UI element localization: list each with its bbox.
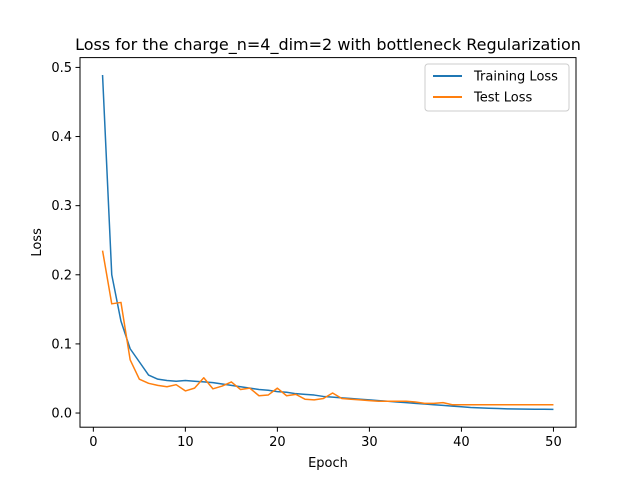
x-tick-label: 50 bbox=[545, 435, 562, 450]
legend: Training Loss Test Loss bbox=[424, 63, 570, 112]
x-axis-label: Epoch bbox=[308, 456, 348, 471]
x-tick-label: 20 bbox=[269, 435, 286, 450]
y-tick-label: 0.2 bbox=[51, 268, 72, 283]
y-tick-label: 0.3 bbox=[51, 199, 72, 214]
y-tick-label: 0.4 bbox=[51, 130, 72, 145]
series-line-test-loss bbox=[101, 250, 554, 406]
y-axis-label: Loss bbox=[30, 228, 45, 257]
x-tick-label: 30 bbox=[361, 435, 378, 450]
y-tick-label: 0.5 bbox=[51, 61, 72, 76]
chart-title: Loss for the charge_n=4_dim=2 with bottl… bbox=[75, 35, 581, 55]
plot-area bbox=[79, 57, 577, 428]
plot-background bbox=[80, 57, 576, 428]
plot-frame bbox=[79, 57, 577, 428]
legend-test-loss-label: Test Loss bbox=[473, 91, 532, 106]
x-tick-label: 10 bbox=[177, 435, 194, 450]
legend-training-loss-label: Training Loss bbox=[473, 70, 558, 85]
x-tick-label: 0 bbox=[89, 435, 97, 450]
x-axis-ticks: 0 10 20 30 40 50 bbox=[89, 427, 562, 450]
x-tick-label: 40 bbox=[453, 435, 470, 450]
y-tick-label: 0.1 bbox=[51, 337, 72, 352]
series-line-training-loss bbox=[101, 74, 554, 411]
y-tick-label: 0.0 bbox=[51, 407, 72, 422]
series-layer bbox=[101, 74, 554, 411]
y-axis-ticks: 0.0 0.1 0.2 0.3 0.4 0.5 bbox=[51, 61, 80, 422]
